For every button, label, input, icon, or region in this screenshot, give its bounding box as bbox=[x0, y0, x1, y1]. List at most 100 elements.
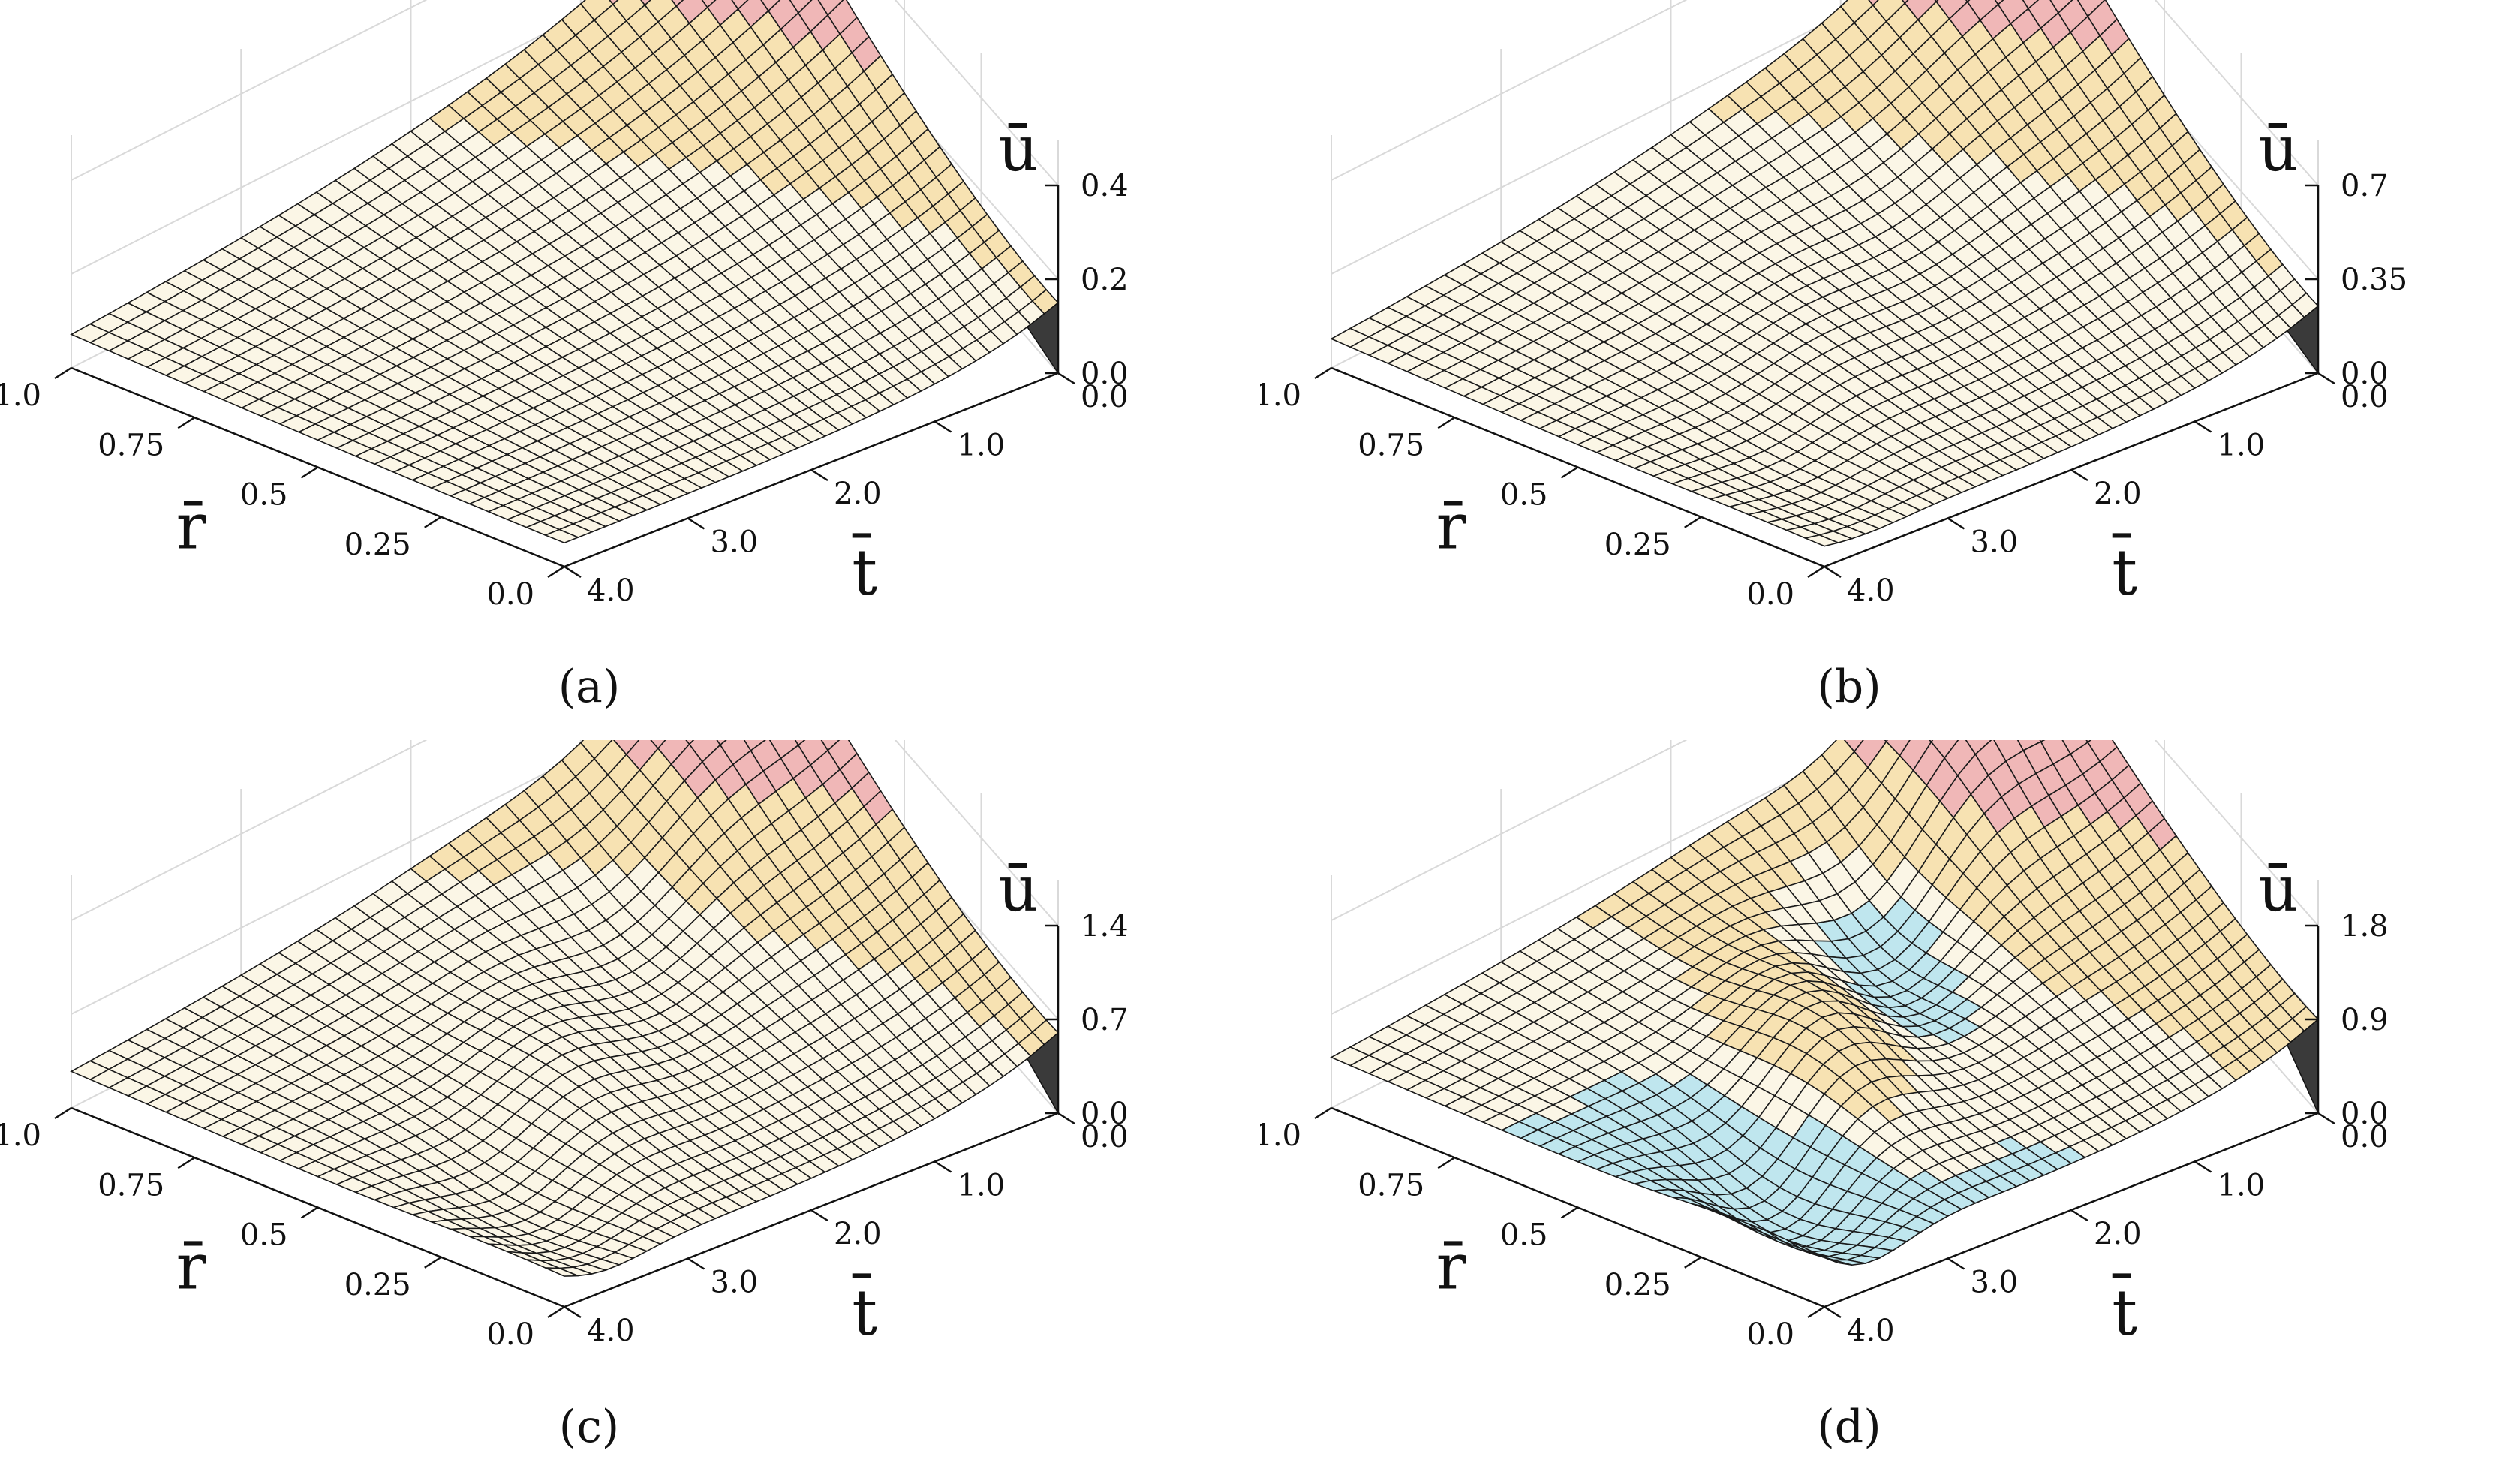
r-tick-label: 0.5 bbox=[240, 1218, 288, 1253]
t-tick-label: 1.0 bbox=[2218, 1169, 2266, 1203]
z-axis-label: ū bbox=[2258, 112, 2299, 185]
r-axis-label: r̄ bbox=[176, 1230, 207, 1304]
t-tick-label: 0.0 bbox=[1081, 380, 1129, 414]
surface-plot-b: 0.0 0.35 0.7 ū 0.0 1.0 2.0 3.0 4.0 t̄ 1.0 0.75 0.5 0.… bbox=[1260, 0, 2407, 612]
panel-d: 0.0 0.9 1.8 ū 0.0 1.0 2.0 3.0 4.0 t̄ 1.0 0.75 0.5 0.2… bbox=[1260, 740, 2520, 1480]
z-tick-label: 0.9 bbox=[2341, 1003, 2389, 1037]
r-tick-label: 0.0 bbox=[1746, 1317, 1794, 1352]
t-tick-label: 4.0 bbox=[1847, 1314, 1895, 1348]
t-tick-label: 3.0 bbox=[711, 1266, 759, 1300]
r-axis-label: r̄ bbox=[1436, 1230, 1467, 1304]
grid-line bbox=[71, 0, 1059, 280]
panel-caption: (a) bbox=[558, 661, 621, 713]
t-tick bbox=[1947, 517, 1965, 530]
t-tick bbox=[2070, 1209, 2088, 1222]
r-tick-label: 0.25 bbox=[1604, 528, 1671, 562]
r-tick bbox=[54, 366, 72, 380]
surface-mesh bbox=[1330, 740, 2320, 1266]
z-tick-label: 0.7 bbox=[2341, 169, 2389, 203]
r-tick bbox=[547, 565, 565, 579]
t-tick-label: 3.0 bbox=[711, 525, 759, 560]
panel-caption: (b) bbox=[1817, 661, 1881, 713]
r-tick-label: 0.5 bbox=[1500, 1218, 1548, 1253]
r-tick-label: 0.75 bbox=[98, 428, 164, 462]
r-tick bbox=[1314, 1106, 1332, 1120]
grid-line bbox=[1331, 0, 2319, 186]
r-tick bbox=[54, 1106, 72, 1120]
r-tick bbox=[424, 1256, 442, 1269]
r-tick-label: 0.5 bbox=[240, 478, 288, 513]
t-tick bbox=[2070, 468, 2088, 482]
t-tick bbox=[564, 565, 582, 579]
r-axis-label: r̄ bbox=[1436, 490, 1467, 564]
z-tick-label: 0.0 bbox=[1081, 1097, 1129, 1131]
t-tick bbox=[934, 1160, 952, 1173]
surface-cell bbox=[1805, 1248, 1839, 1263]
r-tick-label: 0.25 bbox=[344, 1268, 411, 1302]
r-tick-label: 1.0 bbox=[0, 378, 41, 413]
t-tick-label: 2.0 bbox=[2094, 477, 2142, 511]
r-tick bbox=[177, 417, 195, 429]
panel-c: 0.0 0.7 1.4 ū 0.0 1.0 2.0 3.0 4.0 t̄ 1.0 0.75 0.5 0.2… bbox=[0, 740, 1260, 1480]
r-tick bbox=[1560, 466, 1579, 479]
t-tick-label: 4.0 bbox=[1847, 573, 1895, 608]
r-tick-label: 1.0 bbox=[0, 1118, 41, 1153]
surface-plot-a: 0.0 0.2 0.4 ū 0.0 1.0 2.0 3.0 4.0 t̄ 1.0 0.75 0.5 0.2… bbox=[0, 0, 1129, 612]
r-tick-label: 0.25 bbox=[1604, 1268, 1671, 1302]
t-tick-label: 2.0 bbox=[834, 1217, 882, 1251]
t-tick bbox=[1824, 1305, 1842, 1319]
r-tick bbox=[1807, 1305, 1825, 1319]
t-tick-label: 2.0 bbox=[834, 477, 882, 511]
panel-b: 0.0 0.35 0.7 ū 0.0 1.0 2.0 3.0 4.0 t̄ 1.0 0.75 0.5 0.… bbox=[1260, 0, 2520, 740]
t-tick-label: 1.0 bbox=[958, 1169, 1006, 1203]
surface-mesh bbox=[70, 740, 1060, 1277]
r-tick bbox=[547, 1305, 565, 1319]
r-tick-label: 1.0 bbox=[1260, 378, 1301, 413]
surface-plot-d: 0.0 0.9 1.8 ū 0.0 1.0 2.0 3.0 4.0 t̄ 1.0 0.75 0.5 0.2… bbox=[1260, 740, 2389, 1352]
panel-a: 0.0 0.2 0.4 ū 0.0 1.0 2.0 3.0 4.0 t̄ 1.0 0.75 0.5 0.2… bbox=[0, 0, 1260, 740]
t-tick bbox=[810, 1209, 828, 1222]
r-tick bbox=[300, 466, 319, 479]
grid-line bbox=[71, 0, 1059, 186]
t-tick-label: 2.0 bbox=[2094, 1217, 2142, 1251]
z-tick-label: 1.4 bbox=[1081, 909, 1129, 944]
t-axis-label: t̄ bbox=[852, 533, 877, 610]
t-tick bbox=[564, 1305, 582, 1319]
z-axis-label: ū bbox=[998, 852, 1039, 926]
t-tick bbox=[2317, 1112, 2335, 1125]
t-tick bbox=[2194, 1160, 2212, 1173]
r-tick bbox=[1437, 1157, 1455, 1169]
z-tick-label: 1.8 bbox=[2341, 909, 2389, 944]
t-tick bbox=[934, 420, 952, 433]
r-tick bbox=[1437, 417, 1455, 429]
t-axis-label: t̄ bbox=[2112, 533, 2137, 610]
surface-cell bbox=[545, 1267, 579, 1277]
t-axis-label: t̄ bbox=[852, 1273, 877, 1350]
surface-mesh bbox=[1330, 0, 2320, 547]
r-tick bbox=[424, 516, 442, 528]
r-tick bbox=[1807, 565, 1825, 579]
r-tick-label: 0.0 bbox=[486, 577, 534, 612]
t-tick bbox=[1057, 372, 1075, 385]
r-tick-label: 0.75 bbox=[1358, 1168, 1424, 1203]
r-tick-label: 0.75 bbox=[1358, 428, 1424, 462]
z-tick-label: 0.0 bbox=[2341, 357, 2389, 391]
r-tick-label: 0.0 bbox=[486, 1317, 534, 1352]
surface-mesh bbox=[70, 0, 1060, 544]
t-tick bbox=[687, 517, 705, 530]
surface-cell bbox=[640, 0, 652, 6]
t-tick bbox=[687, 1257, 705, 1270]
z-tick-label: 0.0 bbox=[2341, 1097, 2389, 1131]
r-tick bbox=[1684, 516, 1702, 528]
grid-line bbox=[1331, 0, 2319, 280]
surface-plot-c: 0.0 0.7 1.4 ū 0.0 1.0 2.0 3.0 4.0 t̄ 1.0 0.75 0.5 0.2… bbox=[0, 740, 1129, 1352]
z-axis-label: ū bbox=[2258, 852, 2299, 926]
z-tick-label: 0.35 bbox=[2341, 263, 2407, 297]
r-tick-label: 0.5 bbox=[1500, 478, 1548, 513]
t-tick bbox=[810, 468, 828, 482]
r-tick-label: 0.75 bbox=[98, 1168, 164, 1203]
t-tick-label: 0.0 bbox=[2341, 380, 2389, 414]
t-tick bbox=[2194, 420, 2212, 433]
t-tick-label: 3.0 bbox=[1971, 525, 2019, 560]
t-axis-label: t̄ bbox=[2112, 1273, 2137, 1350]
